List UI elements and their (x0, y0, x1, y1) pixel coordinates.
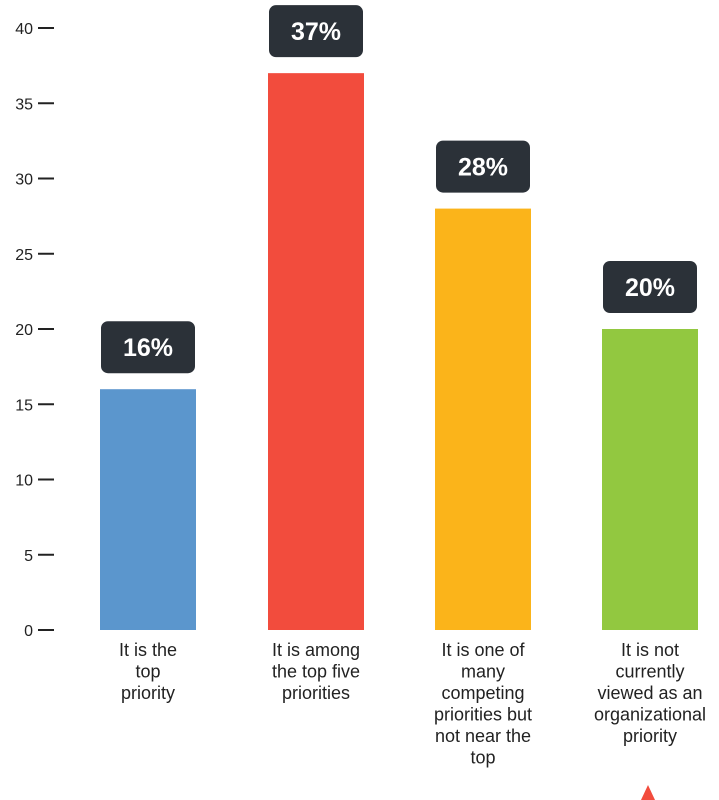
category-label-line: competing (441, 683, 524, 703)
data-label-badge (269, 5, 363, 58)
data-label-badge (603, 261, 697, 313)
data-label: 20% (625, 274, 675, 302)
category-label-line: It is the (119, 640, 177, 660)
category-label: It is the top priority (119, 640, 177, 703)
category-label-line: not near the (435, 726, 531, 746)
category-label-line: top (470, 748, 495, 768)
category-label-line: priorities (282, 683, 350, 703)
category-label-line: priority (623, 726, 677, 746)
data-label: 16% (123, 334, 173, 362)
y-tick-label: 40 (15, 21, 33, 38)
bar (435, 208, 531, 630)
y-tick-label: 35 (15, 96, 33, 113)
category-label-line: It is among (272, 640, 360, 660)
y-tick-label: 30 (15, 172, 33, 189)
category-label-line: top (135, 662, 160, 682)
bar (602, 329, 698, 630)
category-label-line: priorities but (434, 705, 532, 725)
category-label-line: It is one of (441, 640, 525, 660)
category-label: It is not currently viewed as an organizati… (594, 640, 706, 746)
category-label-line: viewed as an (597, 683, 702, 703)
y-tick-label: 0 (24, 623, 33, 640)
category-label: It is one of many competing priorities but n… (434, 640, 532, 768)
y-tick-label: 5 (24, 548, 33, 565)
data-label-badge (101, 321, 195, 374)
y-tick-label: 10 (15, 473, 33, 490)
y-tick-label: 15 (15, 397, 33, 414)
data-label: 28% (458, 154, 508, 182)
bar (268, 73, 364, 630)
category-label-line: the top five (272, 662, 360, 682)
y-tick-label: 20 (15, 322, 33, 339)
category-label-line: It is not (621, 640, 679, 660)
category-label-line: currently (615, 662, 684, 682)
bar (100, 389, 196, 630)
triangle-marker-icon (641, 785, 655, 800)
data-label: 37% (291, 18, 341, 46)
category-label: It is among the top five priorities (272, 640, 360, 703)
category-label-line: priority (121, 683, 175, 703)
category-label-line: many (461, 662, 505, 682)
data-label-badge (436, 140, 530, 193)
category-label-line: organizational (594, 705, 706, 725)
y-tick-label: 25 (15, 247, 33, 264)
